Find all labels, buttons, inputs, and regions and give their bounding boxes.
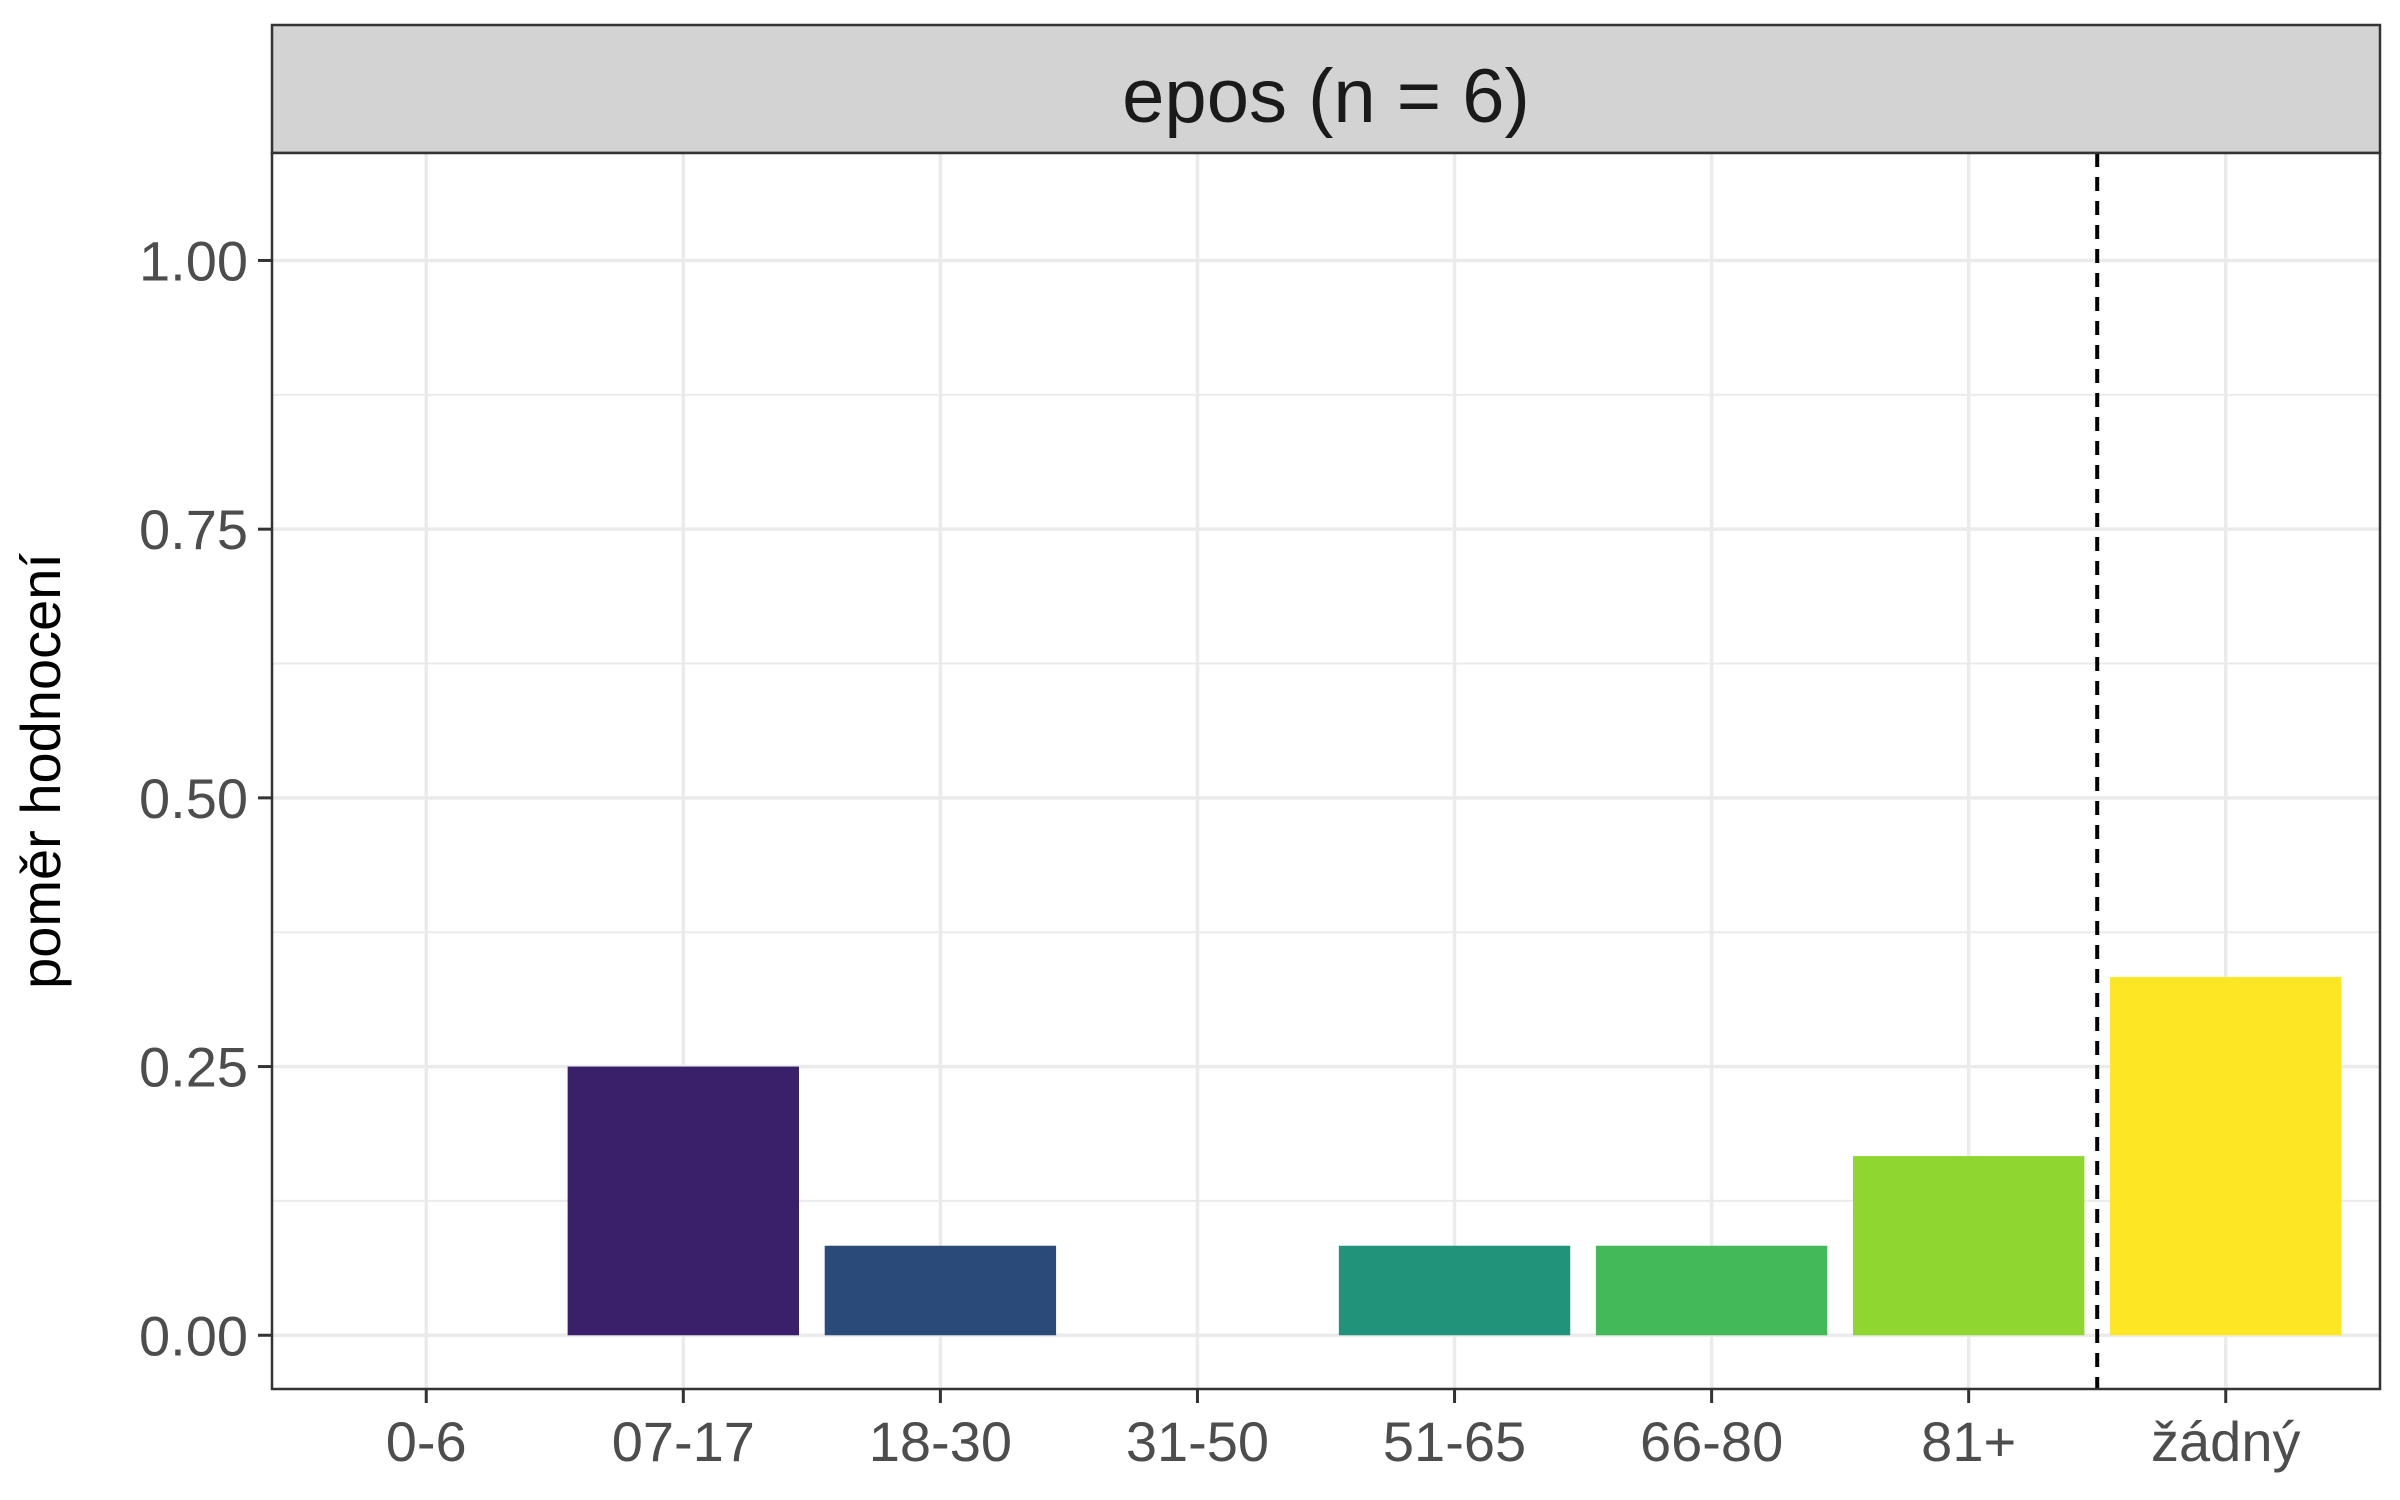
y-tick-label: 0.25 (139, 1036, 248, 1099)
y-tick-label: 0.00 (139, 1304, 248, 1367)
x-tick-label: 31-50 (1126, 1410, 1269, 1473)
y-tick-label: 0.75 (139, 498, 248, 561)
bar-81+ (1853, 1156, 2085, 1336)
x-tick-label: žádný (2151, 1410, 2300, 1473)
x-tick-label: 66-80 (1640, 1410, 1783, 1473)
plot-panel-border (270, 151, 2382, 1391)
bars (567, 977, 2342, 1336)
y-axis-title: poměr hodnocení (9, 553, 72, 989)
x-tick-label: 81+ (1921, 1410, 2016, 1473)
bar-žádný (2110, 977, 2342, 1336)
y-tick-label: 1.00 (139, 229, 248, 292)
y-axis: 0.00 0.25 0.50 0.75 1.00 (139, 229, 272, 1367)
facet-title: epos (n = 6) (1122, 54, 1530, 139)
x-tick-label: 07-17 (612, 1410, 755, 1473)
bar-18-30 (824, 1245, 1057, 1336)
x-axis: 0-6 07-17 18-30 31-50 51-65 66-80 81+ žádný (386, 1389, 2300, 1473)
x-tick-label: 51-65 (1383, 1410, 1526, 1473)
bar-66-80 (1595, 1245, 1828, 1336)
facet-strip (270, 23, 2382, 155)
y-tick-label: 0.50 (139, 767, 248, 830)
bar-07-17 (567, 1066, 799, 1336)
x-tick-label: 0-6 (386, 1410, 467, 1473)
x-tick-label: 18-30 (869, 1410, 1012, 1473)
bar-51-65 (1338, 1245, 1571, 1336)
